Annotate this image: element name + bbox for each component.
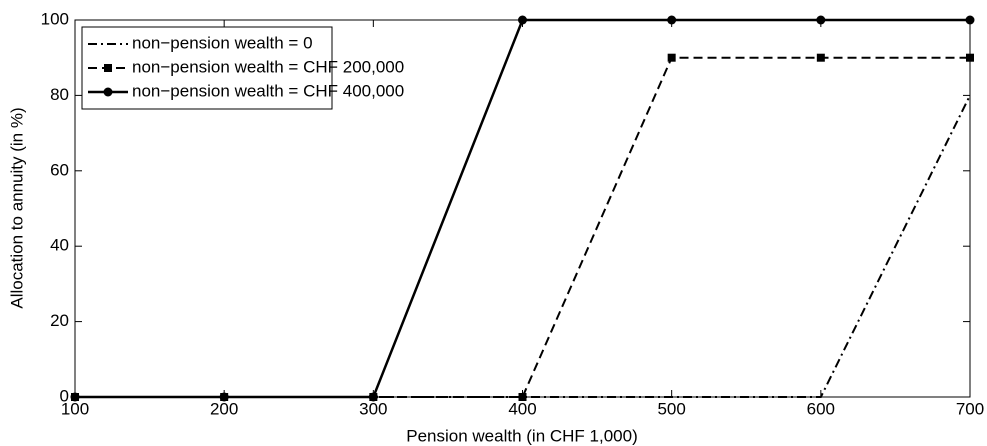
marker — [667, 53, 676, 62]
x-tick-label: 200 — [210, 399, 238, 418]
y-tick-label: 80 — [50, 85, 69, 104]
series-line — [75, 94, 971, 398]
x-tick-label: 100 — [61, 399, 89, 418]
y-tick-label: 100 — [41, 9, 69, 28]
x-tick-label: 400 — [508, 399, 536, 418]
marker — [816, 15, 826, 25]
x-axis-label: Pension wealth (in CHF 1,000) — [406, 426, 638, 445]
marker — [70, 392, 80, 402]
marker — [104, 64, 112, 72]
marker — [219, 392, 229, 402]
marker — [667, 15, 677, 25]
marker — [518, 393, 527, 401]
y-axis-label: Allocation to annuity (in %) — [7, 107, 26, 308]
marker — [518, 15, 527, 25]
marker — [816, 53, 825, 62]
marker — [368, 392, 378, 402]
y-tick-label: 40 — [50, 236, 69, 255]
legend-label: non−pension wealth = CHF 200,000 — [132, 57, 404, 76]
legend-label: non−pension wealth = CHF 400,000 — [132, 81, 404, 100]
y-tick-label: 60 — [50, 160, 69, 179]
y-tick-label: 0 — [60, 386, 69, 405]
legend-label: non−pension wealth = 0 — [132, 33, 313, 52]
x-tick-label: 700 — [956, 399, 984, 418]
x-tick-label: 500 — [657, 399, 685, 418]
y-tick-label: 20 — [50, 311, 69, 330]
marker — [966, 53, 974, 62]
x-tick-label: 300 — [359, 399, 387, 418]
x-tick-label: 600 — [807, 399, 835, 418]
marker — [103, 87, 113, 97]
marker — [965, 15, 975, 25]
